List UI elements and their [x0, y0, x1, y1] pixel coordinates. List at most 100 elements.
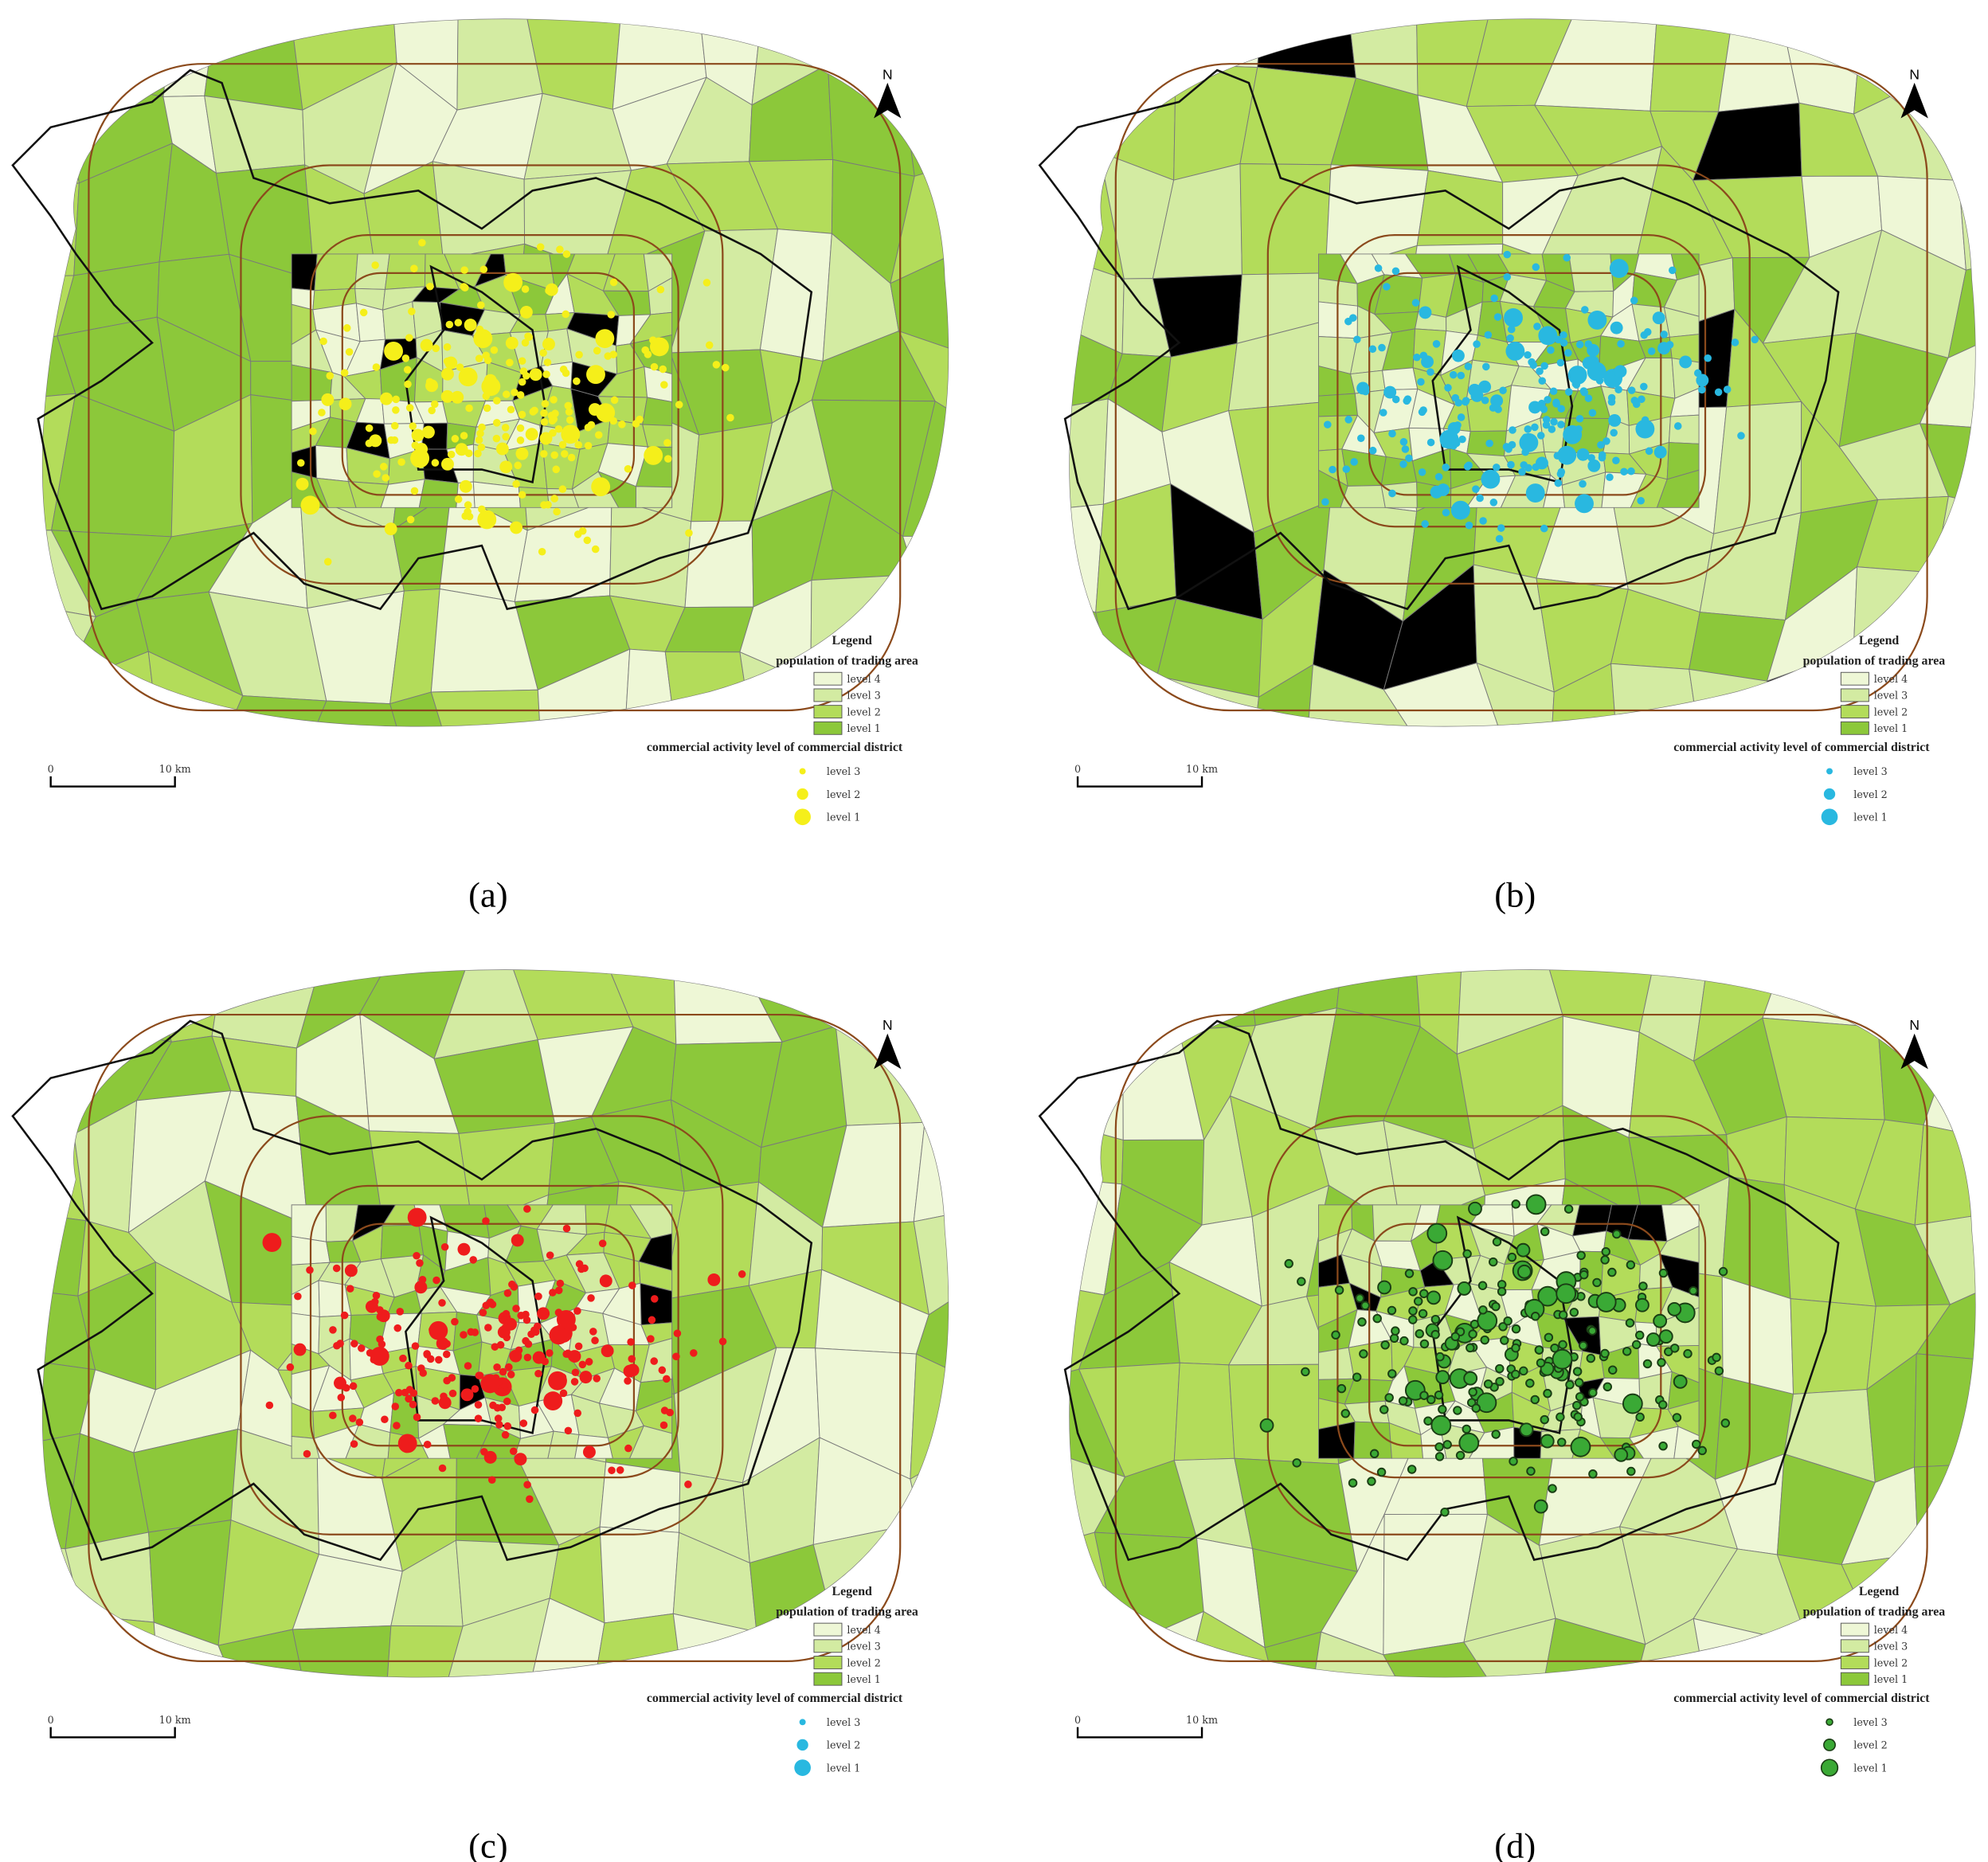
commercial-district	[441, 367, 454, 381]
legend-label: level 2	[827, 1740, 861, 1752]
commercial-district	[393, 345, 401, 354]
commercial-district	[1329, 465, 1336, 474]
commercial-district	[326, 372, 335, 380]
commercial-district	[505, 1363, 513, 1371]
commercial-district	[369, 1301, 377, 1309]
commercial-district	[318, 409, 326, 417]
legend-swatch	[1840, 688, 1869, 702]
commercial-district	[509, 1447, 518, 1456]
commercial-district	[1575, 414, 1584, 423]
commercial-district	[432, 344, 440, 353]
commercial-district	[523, 1481, 531, 1489]
commercial-district	[544, 500, 552, 509]
commercial-district	[1489, 499, 1498, 507]
commercial-district	[1587, 362, 1606, 381]
commercial-district	[659, 365, 667, 374]
commercial-district	[1407, 1465, 1417, 1474]
commercial-district	[1607, 397, 1616, 406]
commercial-district	[413, 1413, 421, 1422]
commercial-district	[1430, 1414, 1452, 1436]
commercial-district	[496, 1340, 505, 1349]
commercial-district	[1457, 1281, 1472, 1296]
commercial-district	[1692, 1439, 1701, 1449]
trading-area	[42, 969, 84, 1065]
commercial-district	[1462, 1249, 1472, 1259]
commercial-district	[558, 485, 567, 493]
legend-subtitle: commercial activity level of commercial …	[1673, 1692, 1930, 1705]
trading-area	[73, 1614, 162, 1677]
trading-area	[1919, 326, 1975, 431]
commercial-district	[538, 547, 546, 556]
commercial-district	[721, 363, 730, 372]
commercial-district	[1635, 1412, 1645, 1422]
commercial-district	[1525, 483, 1545, 503]
commercial-district	[1508, 440, 1516, 449]
trading-area	[1095, 483, 1177, 613]
legend-dot	[799, 1719, 806, 1726]
commercial-district	[443, 1376, 451, 1385]
commercial-district	[1584, 394, 1593, 402]
legend-swatch	[813, 688, 843, 702]
commercial-district	[1511, 1199, 1520, 1209]
commercial-district	[1524, 464, 1532, 472]
commercial-district	[1543, 1388, 1552, 1398]
commercial-district	[1391, 1326, 1400, 1336]
commercial-district	[332, 1264, 341, 1273]
commercial-district	[550, 495, 558, 503]
legend-swatch	[1840, 1672, 1869, 1686]
commercial-district	[601, 1344, 614, 1358]
legend-subtitle: population of trading area	[776, 655, 918, 668]
commercial-district	[515, 447, 529, 460]
commercial-district	[1357, 434, 1365, 443]
commercial-district	[562, 250, 571, 258]
commercial-district	[1586, 1353, 1596, 1363]
ring-road	[1368, 272, 1662, 496]
trading-area	[1668, 414, 1700, 444]
commercial-district	[1557, 1438, 1567, 1447]
commercial-district	[1673, 422, 1682, 430]
commercial-district	[474, 1401, 483, 1409]
commercial-district	[372, 363, 381, 371]
commercial-district	[1642, 1359, 1653, 1369]
trading-area	[1121, 969, 1180, 1031]
trading-area	[204, 19, 303, 111]
commercial-district	[493, 397, 501, 405]
commercial-district	[1357, 1317, 1367, 1327]
commercial-district	[503, 272, 523, 292]
commercial-district	[553, 507, 561, 516]
commercial-district	[1634, 1330, 1645, 1340]
commercial-district	[1458, 435, 1466, 444]
commercial-district	[1564, 388, 1573, 396]
commercial-district	[539, 432, 553, 445]
commercial-district	[421, 425, 435, 439]
commercial-district	[431, 1397, 440, 1405]
north-label: N	[1909, 66, 1920, 82]
trading-area	[636, 486, 673, 508]
commercial-district	[1356, 381, 1370, 395]
commercial-district	[1550, 1344, 1559, 1353]
commercial-district	[1413, 1297, 1423, 1306]
commercial-district	[685, 529, 693, 538]
trading-area	[1656, 469, 1700, 508]
commercial-district	[516, 391, 525, 399]
commercial-district	[1391, 267, 1400, 276]
commercial-district	[1718, 1266, 1728, 1277]
commercial-district	[1574, 1378, 1584, 1387]
commercial-district	[340, 369, 349, 377]
commercial-district	[540, 409, 548, 417]
trading-area	[49, 969, 173, 1042]
commercial-district	[428, 406, 436, 415]
commercial-district	[1608, 1365, 1618, 1375]
commercial-district	[499, 1367, 507, 1376]
commercial-district	[1530, 1395, 1540, 1405]
legend-dot	[794, 1759, 811, 1776]
commercial-district	[1480, 1335, 1489, 1345]
commercial-district	[447, 450, 456, 459]
commercial-district	[1321, 498, 1329, 507]
trading-area	[910, 969, 949, 1044]
commercial-district	[1399, 438, 1408, 446]
commercial-district	[350, 1340, 358, 1348]
commercial-district	[585, 1358, 593, 1366]
commercial-district	[738, 1270, 746, 1278]
